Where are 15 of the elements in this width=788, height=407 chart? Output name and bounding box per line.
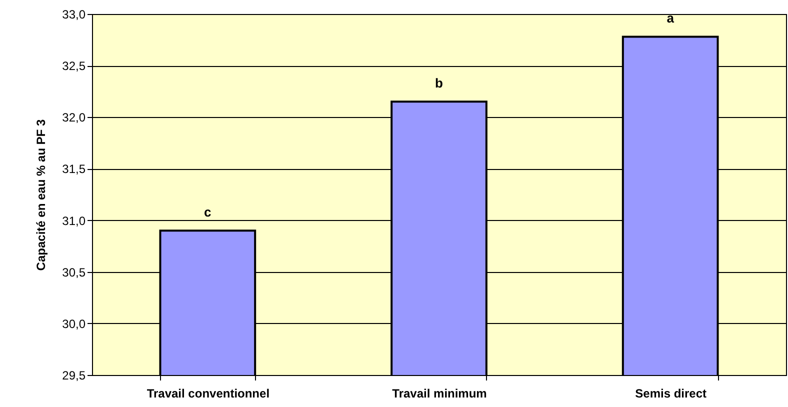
x-tick-label: Semis direct bbox=[635, 386, 707, 400]
y-tick-label: 32,5 bbox=[62, 59, 86, 74]
x-tick-label: Travail conventionnel bbox=[146, 386, 270, 400]
annotation: b bbox=[435, 76, 444, 91]
x-tick-label: Travail minimum bbox=[392, 386, 487, 400]
y-tick-label: 33,0 bbox=[62, 8, 86, 22]
annotation: a bbox=[666, 10, 675, 26]
y-axis-title: Capacité en eau % au PF 3 bbox=[34, 118, 48, 271]
y-tick-label: 29,5 bbox=[62, 368, 86, 382]
y-tick-label: 30,5 bbox=[62, 265, 86, 280]
y-tick-label: 31,0 bbox=[62, 214, 86, 228]
annotation: c bbox=[204, 204, 212, 220]
y-tick-label: 31,5 bbox=[62, 162, 86, 176]
y-tick-label: 32,0 bbox=[62, 110, 86, 125]
y-tick-label: 30,0 bbox=[62, 316, 86, 331]
